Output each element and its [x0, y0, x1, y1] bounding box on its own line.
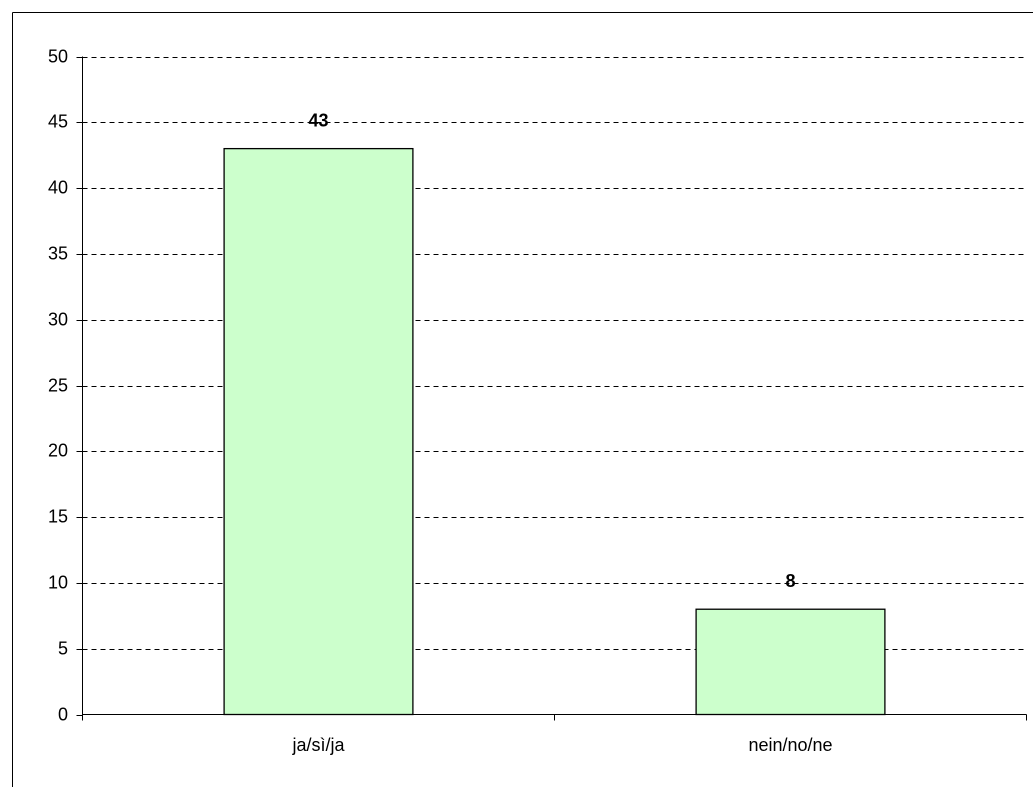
bar [223, 147, 414, 716]
y-tick-label: 5 [58, 638, 68, 658]
y-tick-label: 35 [48, 243, 68, 263]
y-tick-label: 30 [48, 309, 68, 329]
x-tick-label: nein/no/ne [748, 735, 832, 755]
y-tick-label: 40 [48, 177, 68, 197]
y-tick-label: 50 [48, 46, 68, 66]
data-label: 43 [308, 110, 328, 130]
y-tick-label: 0 [58, 704, 68, 724]
x-tick-label: ja/sì/ja [291, 735, 345, 755]
y-tick-label: 25 [48, 375, 68, 395]
bar [695, 608, 886, 716]
y-tick-label: 15 [48, 506, 68, 526]
data-label: 8 [785, 571, 795, 591]
y-tick-label: 20 [48, 440, 68, 460]
y-tick-label: 45 [48, 111, 68, 131]
y-tick-label: 10 [48, 572, 68, 592]
